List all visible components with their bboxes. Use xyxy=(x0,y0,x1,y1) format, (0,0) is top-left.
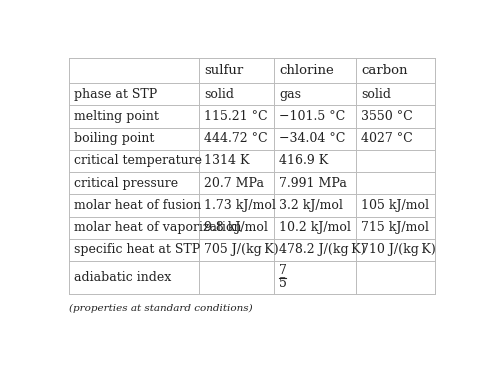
Text: critical temperature: critical temperature xyxy=(74,154,202,167)
Text: 3.2 kJ/mol: 3.2 kJ/mol xyxy=(279,199,343,212)
Text: 20.7 MPa: 20.7 MPa xyxy=(204,177,264,190)
Text: 705 J/(kg K): 705 J/(kg K) xyxy=(204,243,278,256)
Text: 1314 K: 1314 K xyxy=(204,154,249,167)
Text: 9.8 kJ/mol: 9.8 kJ/mol xyxy=(204,221,268,234)
Text: melting point: melting point xyxy=(74,110,159,123)
Text: 115.21 °C: 115.21 °C xyxy=(204,110,268,123)
Text: 4027 °C: 4027 °C xyxy=(362,132,413,145)
Text: −34.04 °C: −34.04 °C xyxy=(279,132,345,145)
Text: gas: gas xyxy=(279,88,301,101)
Text: 1.73 kJ/mol: 1.73 kJ/mol xyxy=(204,199,276,212)
Text: 5: 5 xyxy=(279,277,287,290)
Text: chlorine: chlorine xyxy=(279,64,334,77)
Text: 478.2 J/(kg K): 478.2 J/(kg K) xyxy=(279,243,366,256)
Text: 7: 7 xyxy=(279,264,287,277)
Text: carbon: carbon xyxy=(362,64,408,77)
Text: phase at STP: phase at STP xyxy=(74,88,157,101)
Text: molar heat of fusion: molar heat of fusion xyxy=(74,199,201,212)
Text: specific heat at STP: specific heat at STP xyxy=(74,243,200,256)
Text: 3550 °C: 3550 °C xyxy=(362,110,413,123)
Text: critical pressure: critical pressure xyxy=(74,177,178,190)
Text: −101.5 °C: −101.5 °C xyxy=(279,110,345,123)
Text: sulfur: sulfur xyxy=(204,64,243,77)
Text: boiling point: boiling point xyxy=(74,132,154,145)
Text: 10.2 kJ/mol: 10.2 kJ/mol xyxy=(279,221,351,234)
Text: 416.9 K: 416.9 K xyxy=(279,154,328,167)
Text: 7.991 MPa: 7.991 MPa xyxy=(279,177,347,190)
Text: 105 kJ/mol: 105 kJ/mol xyxy=(362,199,430,212)
Text: solid: solid xyxy=(204,88,234,101)
Text: 444.72 °C: 444.72 °C xyxy=(204,132,268,145)
Text: 710 J/(kg K): 710 J/(kg K) xyxy=(362,243,436,256)
Text: (properties at standard conditions): (properties at standard conditions) xyxy=(69,304,253,313)
Text: adiabatic index: adiabatic index xyxy=(74,271,171,284)
Text: solid: solid xyxy=(362,88,392,101)
Text: 715 kJ/mol: 715 kJ/mol xyxy=(362,221,430,234)
Text: molar heat of vaporization: molar heat of vaporization xyxy=(74,221,242,234)
